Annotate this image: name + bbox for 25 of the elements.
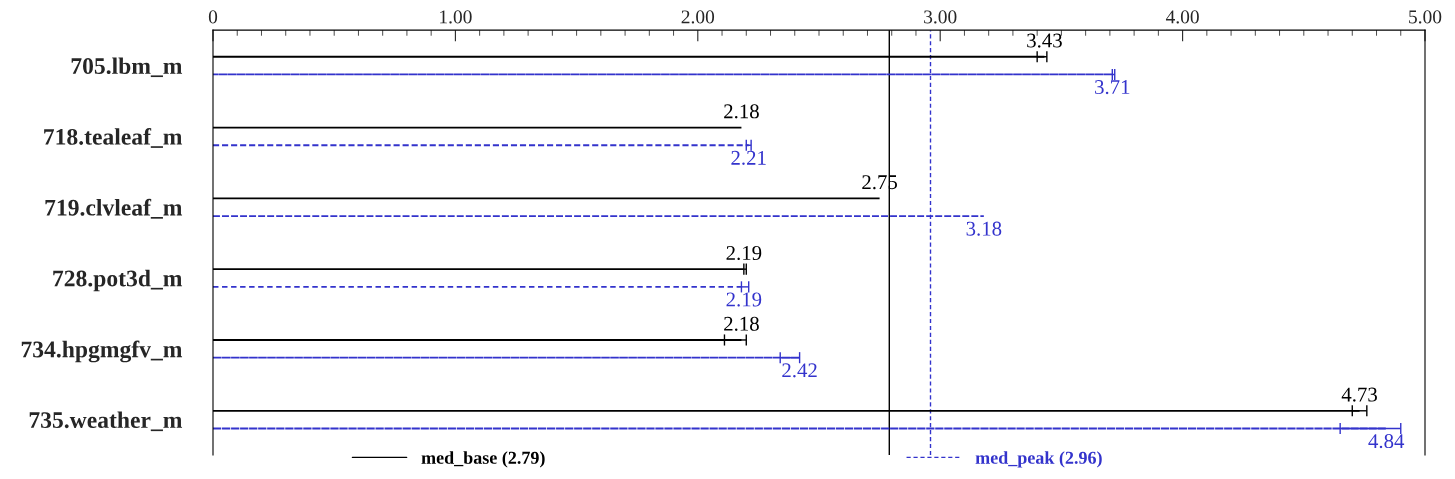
- data-label: 2.19: [726, 245, 762, 261]
- y-tick-label: 705.lbm_m: [71, 57, 183, 78]
- x-tick-label: 1.00: [440, 10, 472, 24]
- y-tick-label: 735.weather_m: [29, 411, 183, 432]
- x-tick-label: 0: [208, 10, 218, 24]
- y-tick-label: 728.pot3d_m: [53, 269, 183, 292]
- y-tick-label: 734.hpgmgfv_m: [21, 340, 183, 363]
- data-label: 2.21: [731, 150, 766, 165]
- data-label: 3.18: [966, 221, 1002, 236]
- data-label: 2.18: [724, 104, 759, 119]
- legend-label: med_base (2.79): [421, 451, 545, 468]
- legend-label: med_peak (2.96): [975, 451, 1102, 468]
- data-label: 4.73: [1341, 387, 1377, 402]
- data-label: 2.18: [724, 316, 759, 331]
- x-tick-label: 5.00: [1409, 10, 1442, 24]
- y-tick-label: 718.tealeaf_m: [44, 127, 183, 148]
- data-label: 2.42: [782, 363, 817, 378]
- x-tick-label: 2.00: [681, 10, 715, 24]
- y-tick-label: 719.clvleaf_m: [45, 198, 183, 219]
- x-tick-label: 4.00: [1165, 10, 1199, 24]
- data-label: 3.43: [1027, 33, 1062, 48]
- data-label: 3.71: [1095, 80, 1130, 95]
- x-tick-label: 3.00: [924, 10, 957, 24]
- data-label: 2.19: [726, 292, 762, 307]
- data-label: 4.84: [1368, 434, 1405, 449]
